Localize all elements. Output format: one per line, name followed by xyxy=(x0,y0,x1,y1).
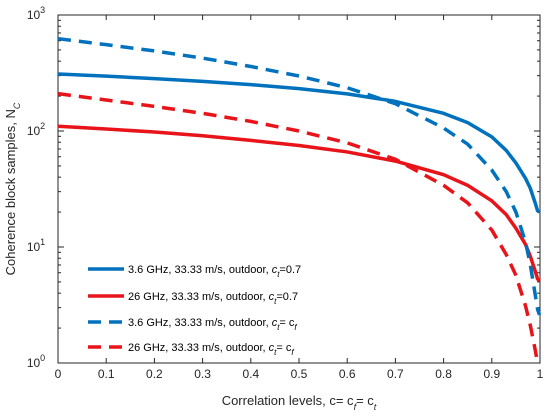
x-tick-label: 0.7 xyxy=(387,367,404,381)
y-axis-title: Coherence block samples, NC xyxy=(3,102,22,275)
legend-label-4: 26 GHz, 33.33 m/s, outdoor, ct= cf xyxy=(128,342,294,357)
x-tick-label: 0.9 xyxy=(483,367,500,381)
x-tick-label: 0.8 xyxy=(435,367,452,381)
series-line-3 xyxy=(57,36,542,316)
x-tick-label: 0.6 xyxy=(339,367,356,381)
legend: 3.6 GHz, 33.33 m/s, outdoor, ct=0.7 26 GH… xyxy=(88,264,301,357)
y-tick-label: 101 xyxy=(27,237,45,254)
legend-label-3: 3.6 GHz, 33.33 m/s, outdoor, ct= cf xyxy=(128,317,297,332)
series-lines xyxy=(57,36,542,365)
x-tick-label: 0.1 xyxy=(98,367,115,381)
axes: 0 0.1 0.2 0.3 0.4 0.5 0.6 0.7 0.8 0.9 1 1001011021… xyxy=(27,5,544,381)
x-tick-label: 0.5 xyxy=(291,367,308,381)
series-line-1 xyxy=(57,72,541,214)
x-tick-label: 0.3 xyxy=(194,367,211,381)
series-line-2 xyxy=(57,124,541,283)
legend-label-2: 26 GHz, 33.33 m/s, outdoor, ct=0.7 xyxy=(128,291,298,306)
x-tick-label: 0 xyxy=(55,367,62,381)
x-tick-label: 0.2 xyxy=(146,367,163,381)
legend-label-1: 3.6 GHz, 33.33 m/s, outdoor, ct=0.7 xyxy=(128,264,301,279)
x-axis-ticks: 0 0.1 0.2 0.3 0.4 0.5 0.6 0.7 0.8 0.9 1 xyxy=(55,15,544,381)
y-tick-label: 102 xyxy=(27,121,45,138)
x-axis-title: Correlation levels, c= cf= ct xyxy=(222,393,377,412)
x-tick-label: 0.4 xyxy=(242,367,259,381)
y-axis-ticks: 100 101 102 103 xyxy=(27,5,540,370)
x-tick-label: 1 xyxy=(537,367,544,381)
plot-area-frame xyxy=(57,14,541,364)
y-tick-label: 100 xyxy=(27,353,45,370)
series-line-4 xyxy=(57,91,540,365)
y-tick-label: 103 xyxy=(27,5,45,22)
